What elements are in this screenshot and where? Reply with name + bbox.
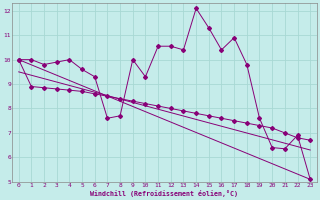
X-axis label: Windchill (Refroidissement éolien,°C): Windchill (Refroidissement éolien,°C) bbox=[91, 190, 238, 197]
